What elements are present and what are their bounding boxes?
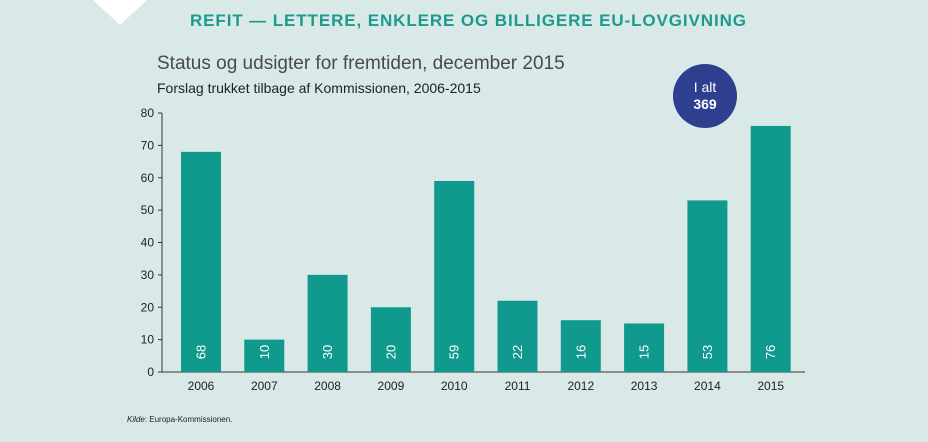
x-tick-label: 2010 (441, 379, 468, 393)
bar-value-label: 22 (510, 345, 525, 359)
source-note: Kilde: Europa-Kommissionen. (127, 415, 232, 424)
bar-value-label: 76 (763, 345, 778, 359)
x-tick-label: 2012 (567, 379, 594, 393)
source-text: : Europa-Kommissionen. (144, 415, 233, 424)
x-tick-label: 2007 (251, 379, 278, 393)
x-tick-label: 2008 (314, 379, 341, 393)
bar (434, 180, 475, 372)
bar (370, 307, 411, 372)
bar-value-label: 20 (383, 345, 398, 359)
source-label: Kilde (127, 415, 145, 424)
bar-value-label: 53 (700, 345, 715, 359)
x-tick-label: 2015 (757, 379, 784, 393)
y-tick-label: 60 (141, 171, 155, 185)
total-badge-value: 369 (693, 96, 717, 112)
chart-title: Status og udsigter for fremtiden, decemb… (157, 53, 565, 74)
x-tick-label: 2006 (188, 379, 215, 393)
y-tick-label: 70 (141, 138, 155, 152)
corner-decoration (93, 0, 147, 25)
y-tick-label: 80 (141, 106, 155, 120)
bar (307, 274, 348, 372)
bar (624, 323, 665, 372)
section-header: REFIT — LETTERE, ENKLERE OG BILLIGERE EU… (190, 11, 747, 30)
x-tick-label: 2014 (694, 379, 721, 393)
total-badge-label: I alt (693, 79, 717, 95)
bar-value-label: 10 (257, 345, 272, 359)
total-badge: I alt 369 (673, 64, 737, 128)
y-tick-label: 30 (141, 268, 155, 282)
bar-value-label: 30 (320, 345, 335, 359)
bar (497, 300, 538, 372)
y-tick-label: 20 (141, 300, 155, 314)
bar (181, 151, 221, 372)
bar-value-label: 15 (637, 345, 652, 359)
y-tick-label: 40 (141, 236, 155, 250)
bar (560, 320, 601, 372)
x-tick-label: 2009 (378, 379, 405, 393)
bar (750, 125, 791, 372)
x-tick-label: 2011 (505, 379, 531, 393)
y-tick-label: 0 (147, 365, 154, 379)
y-tick-label: 10 (141, 333, 155, 347)
bar (687, 200, 728, 372)
chart-subtitle: Forslag trukket tilbage af Kommissionen,… (157, 80, 481, 96)
bar (244, 339, 285, 372)
x-tick-label: 2013 (631, 379, 658, 393)
bar-value-label: 16 (573, 345, 588, 359)
bar-value-label: 68 (194, 345, 209, 359)
bar-value-label: 59 (447, 345, 462, 359)
y-tick-label: 50 (141, 203, 155, 217)
